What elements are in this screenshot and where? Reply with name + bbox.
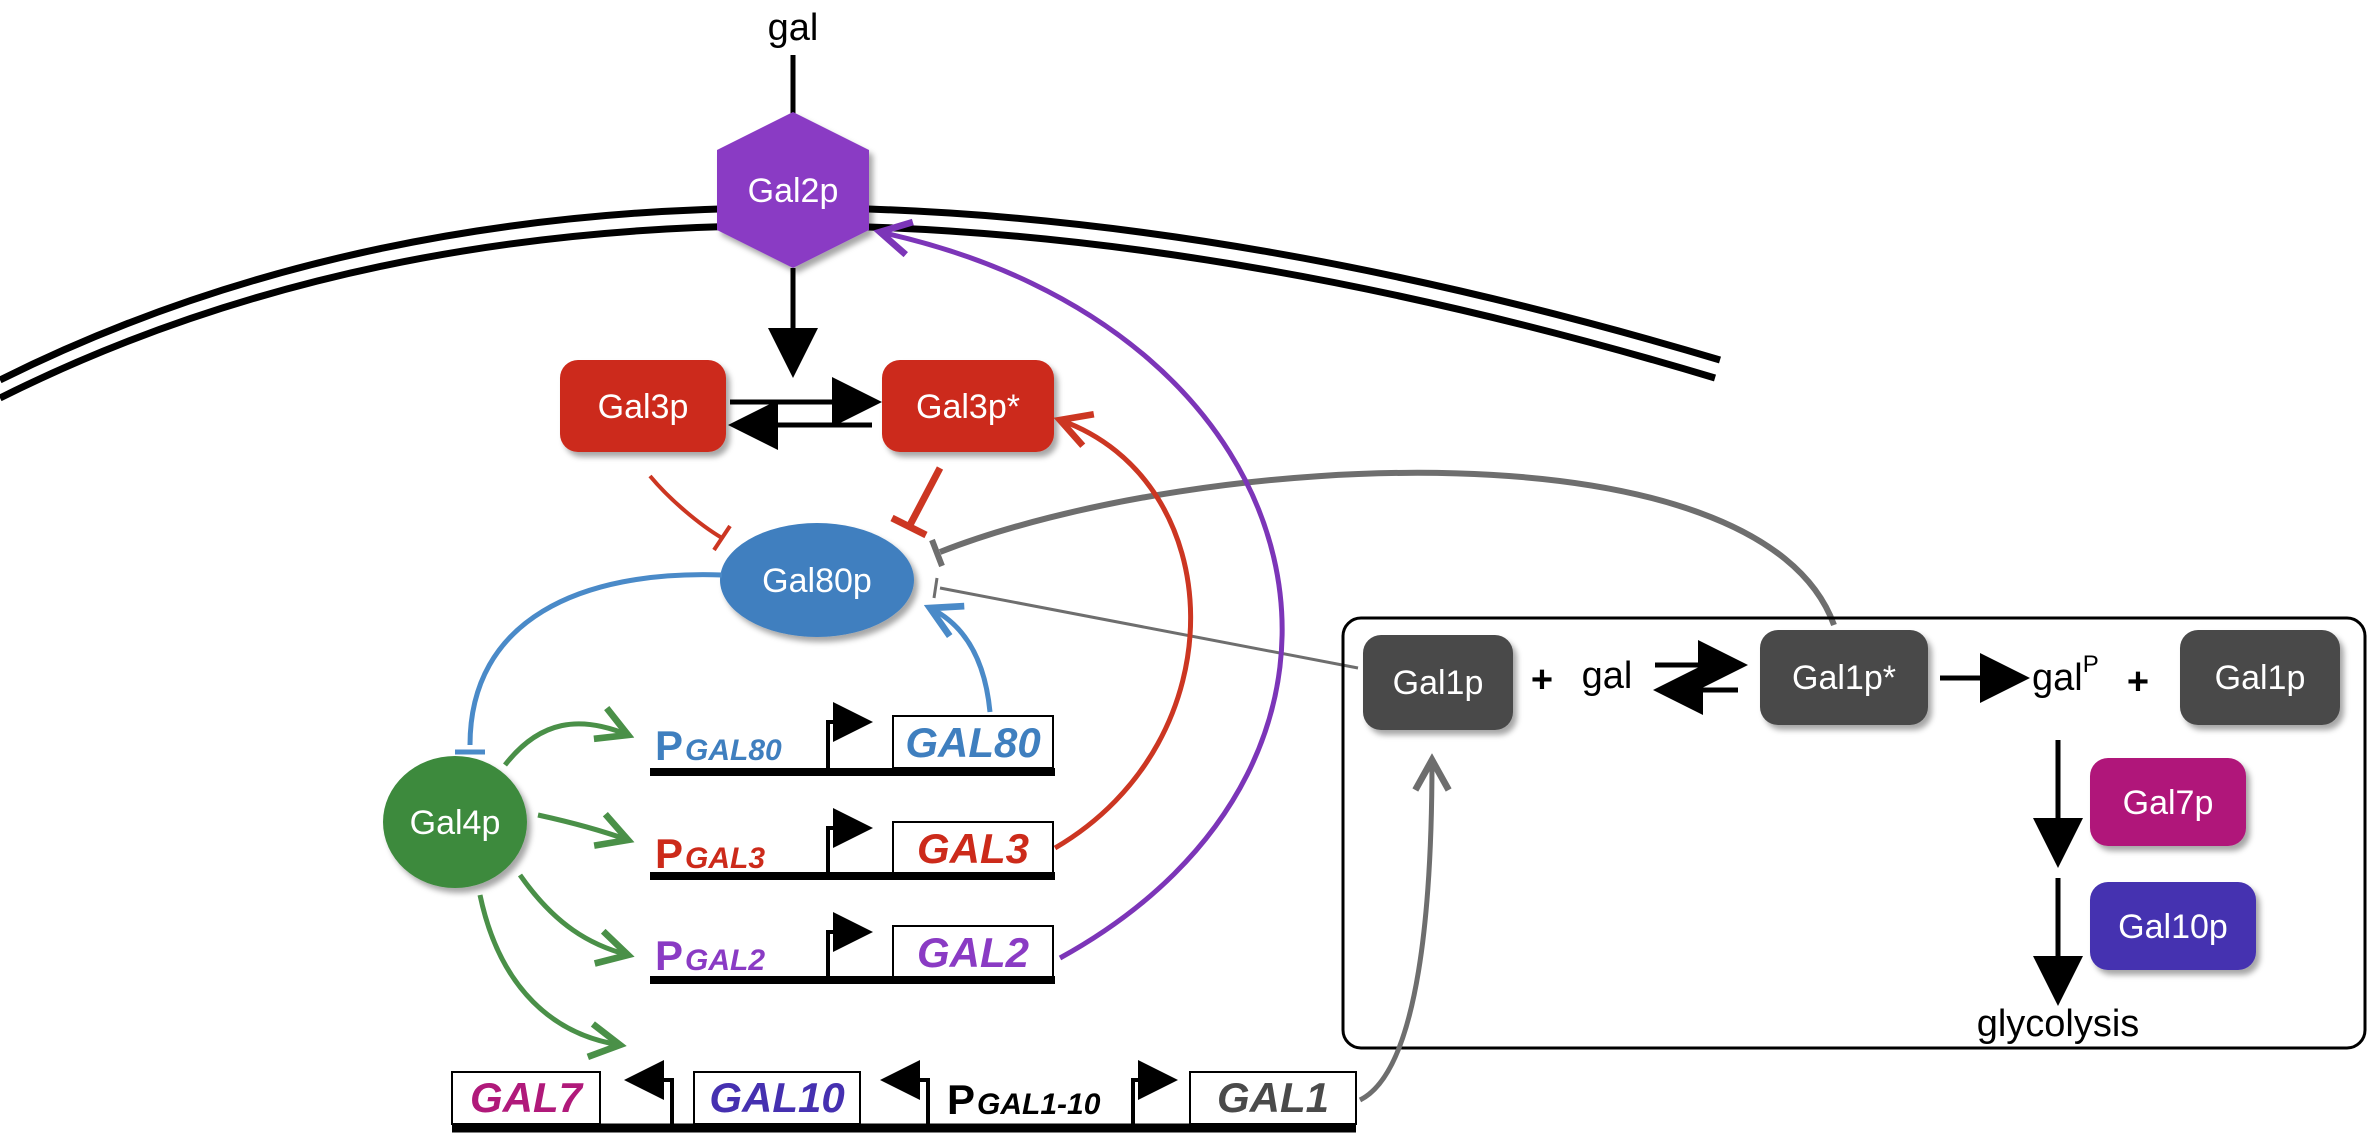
gal80-gene-row: PGAL80 GAL80 [650, 702, 1055, 776]
gal4p-activates-pgal80 [503, 724, 628, 767]
gal1p-inhibit-gal80p [939, 586, 1359, 670]
gal1p-left-label: Gal1p [1393, 664, 1484, 702]
galp-label: galP [2032, 651, 2099, 699]
gal3p-star-node [882, 360, 1054, 452]
plus-sign-1: + [1531, 659, 1553, 701]
gal7-gene-label: GAL7 [470, 1074, 584, 1121]
gal7p-label: Gal7p [2123, 784, 2214, 822]
gal-input-label: gal [768, 7, 819, 49]
glycolysis-label: glycolysis [1977, 1003, 2140, 1045]
gal3-expresses-gal3p [1055, 420, 1194, 851]
gal1p-star-label: Gal1p* [1792, 659, 1896, 697]
svg-text:PGAL80: PGAL80 [655, 722, 782, 769]
gal2-gene-label: GAL2 [917, 929, 1029, 976]
cell-membrane [0, 204, 1722, 402]
gal1-gene-label: GAL1 [1217, 1074, 1329, 1121]
gal3-gene-row: PGAL3 GAL3 [650, 808, 1055, 880]
gal1p-star-inhibit-bar [929, 538, 945, 568]
gal80-gene-label: GAL80 [905, 719, 1040, 766]
gal3-gene-label: GAL3 [917, 825, 1029, 872]
gal1p-left-node [1363, 635, 1513, 730]
gal10p-node [2090, 882, 2256, 970]
gal4p-activates-pgal1-10 [477, 894, 620, 1045]
gal2-gene-row: PGAL2 GAL2 [650, 912, 1055, 984]
gal3p-inhibit-bar [712, 524, 732, 552]
gal1p-right-label: Gal1p [2215, 659, 2306, 697]
plus-sign-2: + [2127, 661, 2149, 703]
gal80p-label: Gal80p [762, 562, 872, 600]
gal4p-label: Gal4p [410, 804, 501, 842]
gal1p-inhibit-bar [932, 577, 939, 599]
gal1-expresses-gal1p [1358, 760, 1432, 1103]
gal3p-label: Gal3p [598, 388, 689, 426]
gal-substrate-label: gal [1582, 655, 1633, 697]
gal3p-inhibit-gal80p [648, 474, 724, 540]
gal1-10-locus: GAL7 GAL10 PGAL1-10 GAL1 [451, 1060, 1357, 1133]
svg-text:PGAL3: PGAL3 [655, 830, 765, 877]
gal2p-transporter [717, 112, 869, 268]
gal10-gene-label: GAL10 [709, 1074, 844, 1121]
svg-text:PGAL2: PGAL2 [655, 932, 765, 979]
gal3p-star-inhibit-bar [890, 514, 928, 539]
gal1p-right-node [2180, 630, 2340, 725]
gal2p-label: Gal2p [748, 172, 839, 210]
gal2-expresses-gal2p [880, 232, 1285, 961]
svg-text:PGAL1-10: PGAL1-10 [947, 1076, 1101, 1123]
gal3p-star-inhibit-gal80p [906, 466, 944, 527]
gal80-expresses-gal80p [930, 608, 993, 713]
gal7p-node [2090, 758, 2246, 846]
gal4p-activates-pgal2 [517, 873, 628, 955]
gal80p-inhibit-gal4p [467, 572, 723, 746]
gal1p-star-node [1760, 630, 1928, 725]
gal3p-star-label: Gal3p* [916, 388, 1020, 426]
gal10p-label: Gal10p [2118, 908, 2228, 946]
gal3p-node [560, 360, 726, 452]
gal4p-activates-pgal3 [537, 815, 628, 840]
gal80p-node [720, 523, 914, 637]
metabolism-box [1341, 616, 2367, 1050]
gal1p-star-inhibit-gal80p [938, 469, 1837, 627]
gal4p-node [383, 756, 527, 888]
